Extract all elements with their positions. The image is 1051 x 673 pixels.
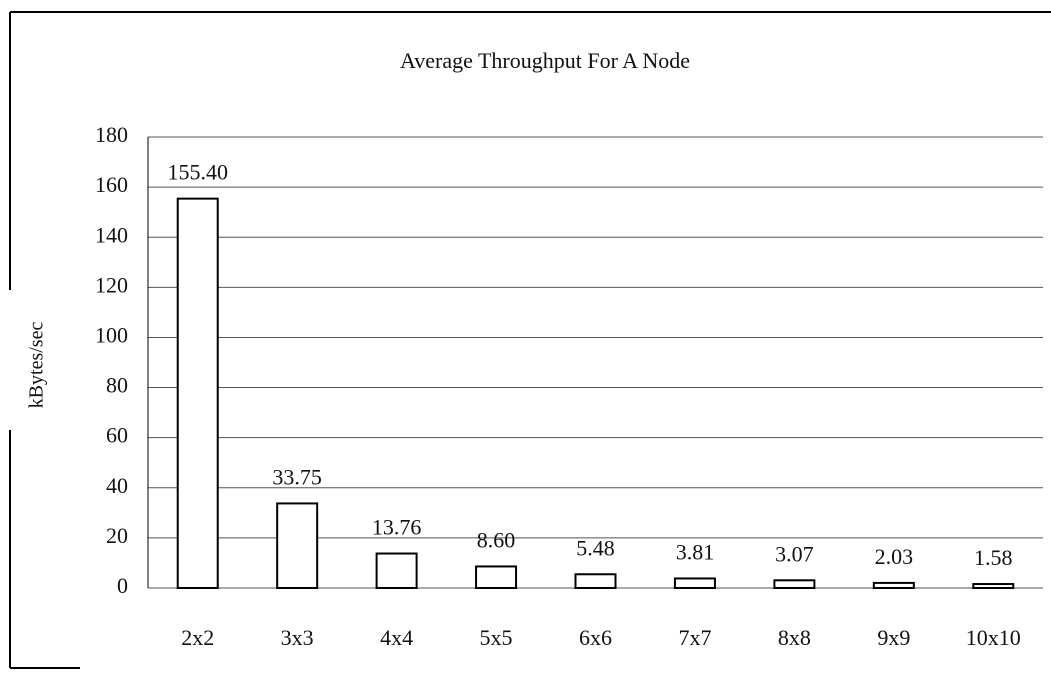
bar [475, 565, 518, 589]
bar [673, 577, 716, 590]
y-tick-label: 120 [95, 272, 128, 297]
y-axis-label: kBytes/sec [26, 322, 48, 409]
x-tick-label: 8x8 [778, 625, 811, 650]
data-label: 155.40 [167, 160, 228, 185]
x-tick-label: 7x7 [678, 625, 711, 650]
data-label: 5.48 [576, 535, 615, 560]
x-tick-label: 4x4 [380, 625, 413, 650]
data-label: 13.76 [372, 515, 422, 540]
data-label: 3.07 [775, 541, 814, 566]
x-tick-label: 10x10 [966, 625, 1021, 650]
x-tick-label: 9x9 [877, 625, 910, 650]
y-tick-label: 40 [106, 473, 128, 498]
y-tick-label: 100 [95, 322, 128, 347]
y-tick-label: 20 [106, 523, 128, 548]
data-label: 1.58 [974, 545, 1013, 570]
x-tick-label: 6x6 [579, 625, 612, 650]
y-tick-label: 0 [117, 573, 128, 598]
data-label: 33.75 [272, 464, 322, 489]
data-label: 8.60 [477, 527, 516, 552]
bar [574, 573, 617, 589]
x-tick-label: 5x5 [480, 625, 513, 650]
bar [773, 579, 816, 589]
bar [375, 552, 418, 590]
y-tick-label: 140 [95, 222, 128, 247]
bar [176, 197, 219, 590]
y-tick-label: 60 [106, 423, 128, 448]
data-label: 3.81 [676, 540, 715, 565]
bar [972, 583, 1015, 589]
chart-title: Average Throughput For A Node [400, 48, 690, 73]
bar [872, 581, 915, 589]
x-tick-label: 3x3 [281, 625, 314, 650]
data-label: 2.03 [875, 544, 914, 569]
y-tick-label: 160 [95, 172, 128, 197]
x-tick-label: 2x2 [181, 625, 214, 650]
y-tick-label: 80 [106, 373, 128, 398]
y-tick-label: 180 [95, 122, 128, 147]
bar [276, 502, 319, 589]
